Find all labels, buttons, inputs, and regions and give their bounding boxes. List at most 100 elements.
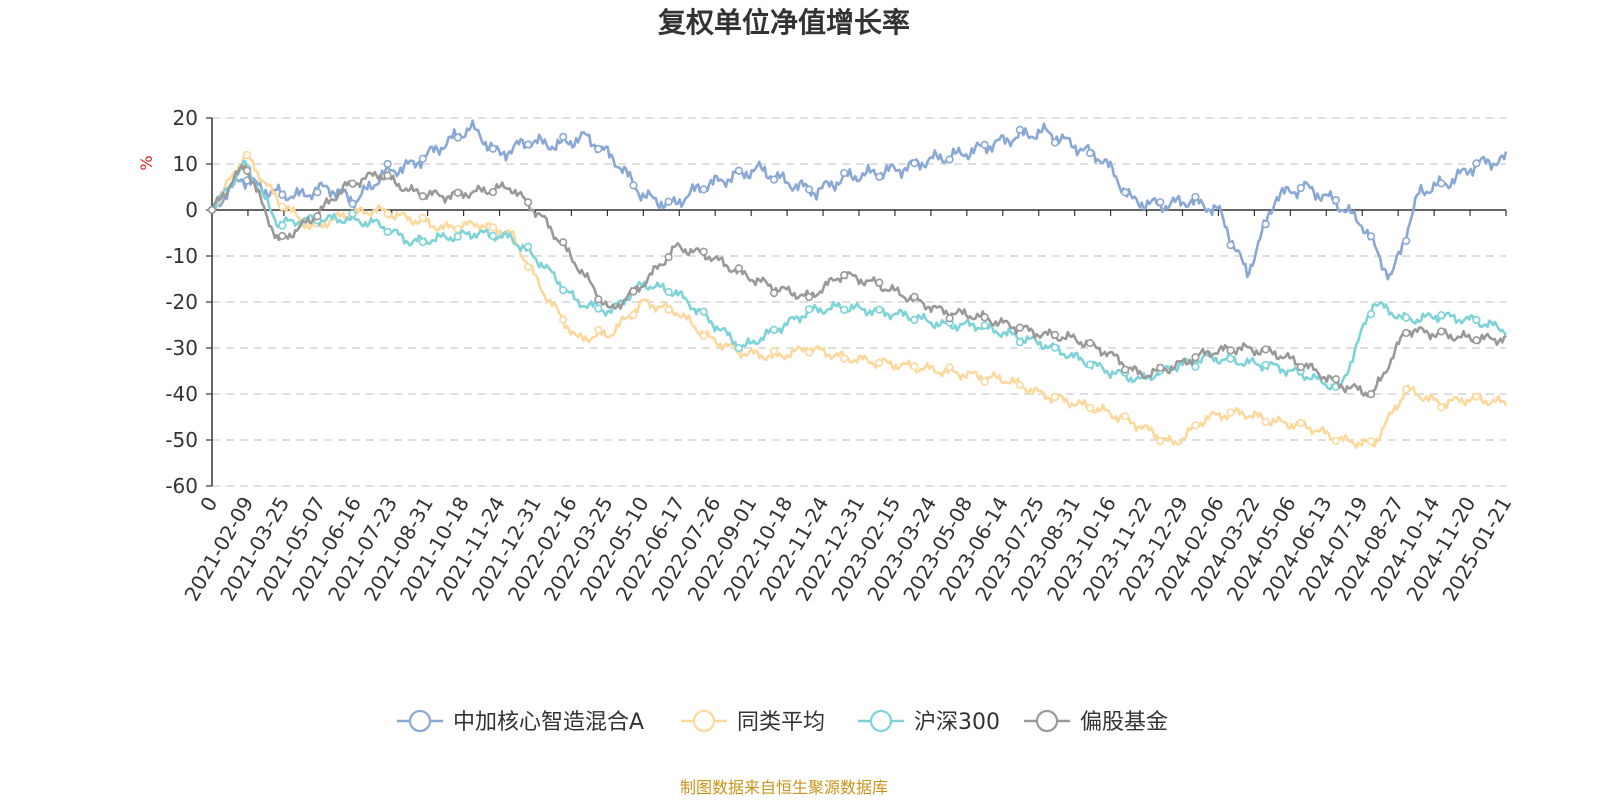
data-point: [840, 271, 849, 280]
data-point: [559, 132, 568, 141]
data-point: [348, 209, 357, 218]
data-point: [243, 150, 252, 160]
data-point: [348, 199, 357, 208]
y-tick-label: 10: [173, 152, 198, 176]
data-point: [418, 237, 427, 247]
data-point: [1472, 315, 1481, 325]
series-line: [211, 151, 1508, 450]
data-point: [664, 287, 673, 297]
data-point: [348, 179, 357, 188]
data-point: [278, 202, 287, 211]
data-point: [875, 358, 884, 367]
data-point: [769, 288, 779, 298]
data-point: [699, 185, 708, 194]
series-3: [207, 164, 1507, 399]
data-point: [1437, 403, 1446, 412]
legend-item-1[interactable]: 同类平均: [681, 709, 825, 735]
data-point: [664, 253, 673, 262]
chart-title: 复权单位净值增长率: [658, 6, 910, 39]
data-point: [594, 144, 603, 154]
data-point: [418, 154, 427, 163]
data-point: [278, 231, 287, 241]
data-point: [594, 295, 603, 304]
data-point: [1121, 412, 1130, 421]
data-point: [453, 188, 462, 197]
series-2: [207, 159, 1507, 391]
y-tick-label: 0: [185, 198, 198, 222]
data-point: [313, 188, 322, 197]
legend-item-0[interactable]: 中加核心智造混合A: [397, 709, 644, 735]
series-line: [210, 164, 1507, 398]
series-line: [211, 119, 1508, 281]
data-point: [453, 224, 462, 234]
data-point: [910, 292, 919, 301]
data-point: [207, 205, 217, 215]
data-point: [1191, 362, 1200, 371]
data-point: [1437, 179, 1446, 188]
data-point: [488, 223, 498, 232]
data-point: [1472, 159, 1481, 168]
data-point: [383, 171, 392, 180]
data-point: [629, 287, 638, 296]
data-point: [383, 227, 392, 236]
legend-label: 沪深300: [914, 710, 1000, 735]
data-point: [945, 314, 954, 323]
data-point: [1437, 311, 1446, 320]
data-point: [1226, 346, 1235, 355]
data-point: [524, 198, 533, 207]
series-line: [210, 159, 1507, 391]
data-point: [1331, 196, 1341, 205]
data-point: [383, 209, 392, 218]
data-point: [453, 133, 462, 142]
data-point: [1331, 375, 1341, 384]
data-point: [1261, 345, 1270, 354]
data-point: [910, 315, 919, 324]
legend-item-2[interactable]: 沪深300: [858, 709, 1000, 735]
data-point: [278, 190, 287, 199]
data-point: [559, 238, 568, 247]
data-point: [875, 305, 884, 314]
data-point: [1085, 338, 1095, 348]
data-point: [1085, 149, 1095, 158]
data-point: [1156, 363, 1165, 372]
data-point: [1050, 343, 1060, 352]
data-point: [769, 325, 779, 335]
data-point: [804, 185, 814, 194]
data-point: [804, 305, 814, 314]
data-point: [910, 362, 919, 371]
legend-marker: [1035, 709, 1059, 733]
data-point: [1402, 328, 1411, 338]
x-tick-label: 0: [195, 493, 222, 516]
data-point: [1366, 232, 1376, 241]
data-point: [1472, 336, 1481, 345]
y-tick-label: -60: [165, 474, 198, 498]
data-point: [488, 231, 498, 240]
data-point: [734, 264, 743, 273]
legend-item-3[interactable]: 偏股基金: [1024, 709, 1168, 735]
data-point: [804, 348, 814, 357]
legend-marker: [869, 709, 893, 733]
data-point: [945, 155, 954, 164]
data-point: [524, 140, 533, 149]
data-point: [1015, 380, 1024, 390]
data-point: [769, 175, 779, 184]
data-point: [559, 315, 568, 324]
data-point: [1296, 363, 1305, 372]
legend-label: 同类平均: [737, 710, 825, 735]
y-tick-label: -50: [165, 428, 198, 452]
data-point: [699, 307, 708, 316]
data-point: [1261, 417, 1270, 426]
data-point: [1296, 418, 1305, 428]
data-point: [699, 331, 708, 340]
data-point: [1156, 198, 1165, 207]
data-point: [594, 326, 603, 335]
data-point: [1015, 338, 1024, 347]
data-point: [980, 321, 989, 330]
y-axis-unit: %: [137, 155, 156, 170]
legend[interactable]: 中加核心智造混合A 同类平均 沪深300 偏股基金: [397, 709, 1168, 735]
legend-label: 中加核心智造混合A: [453, 710, 644, 735]
data-point: [875, 172, 884, 181]
data-point: [1191, 192, 1200, 202]
data-point: [910, 159, 919, 168]
